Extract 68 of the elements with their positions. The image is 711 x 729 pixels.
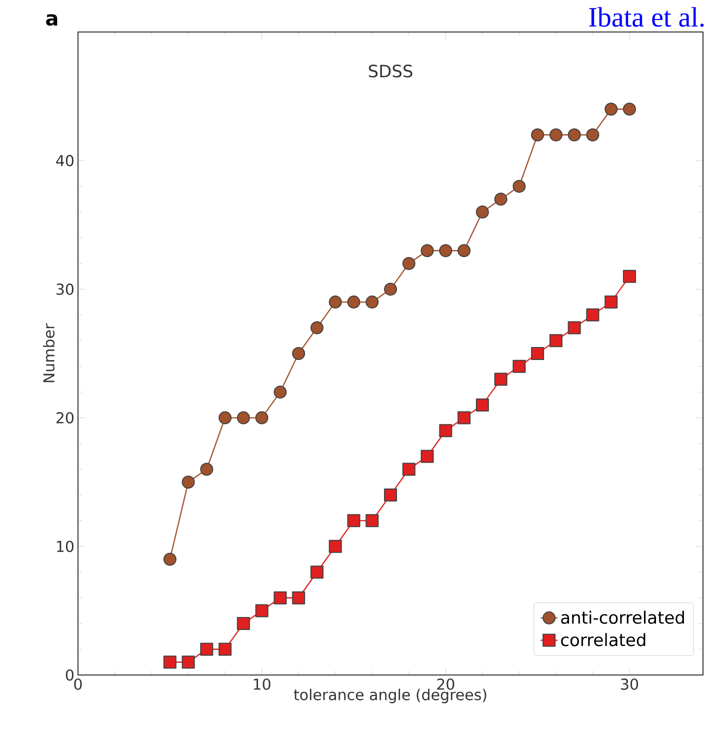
point [366, 296, 379, 309]
point [512, 180, 526, 193]
point [494, 372, 508, 386]
point [163, 656, 176, 669]
point [255, 411, 268, 424]
point [182, 656, 195, 669]
y-tick-label: 40 [56, 154, 74, 166]
point [163, 552, 176, 566]
point [384, 488, 398, 502]
point [622, 270, 636, 283]
y-tick-label: 30 [56, 284, 74, 295]
point [476, 206, 489, 219]
point [310, 321, 324, 334]
point [236, 617, 250, 630]
point [420, 450, 434, 463]
point [328, 540, 342, 553]
legend-label: anti-correlated [561, 610, 684, 624]
point [347, 296, 360, 309]
point [439, 244, 452, 258]
point [310, 566, 324, 579]
point [586, 128, 600, 142]
x-tick-label: 20 [437, 678, 454, 690]
point [494, 192, 508, 206]
point [549, 334, 562, 348]
point [402, 256, 416, 270]
point [274, 591, 287, 604]
point [531, 128, 544, 142]
point [458, 411, 471, 424]
point [200, 462, 214, 476]
text: SDSS [368, 64, 412, 78]
point [347, 514, 360, 528]
text: Ibata et al. [589, 7, 704, 27]
y-tick-label: 0 [66, 669, 74, 681]
y-tick-label: 20 [56, 412, 74, 424]
point [604, 296, 618, 309]
point [402, 462, 416, 476]
point [292, 346, 306, 360]
point [236, 411, 250, 424]
point [439, 424, 452, 438]
point [182, 476, 195, 489]
point [604, 102, 618, 116]
point [274, 386, 287, 399]
point [512, 360, 526, 373]
point [292, 591, 306, 604]
point [568, 321, 581, 334]
point [384, 282, 398, 296]
point [255, 604, 268, 618]
y-tick-label: 10 [57, 540, 74, 552]
point [531, 346, 544, 360]
point [328, 296, 342, 309]
point [218, 642, 232, 656]
point [549, 128, 562, 142]
legend-label: correlated [561, 633, 646, 646]
point [622, 102, 636, 116]
point [586, 308, 600, 322]
point [458, 244, 471, 258]
point [568, 128, 581, 142]
point [218, 411, 232, 424]
point [200, 642, 214, 656]
x-axis-title: tolerance angle (degrees) [294, 688, 486, 704]
y-axis-title: Number [42, 323, 55, 382]
x-tick-label: 0 [74, 678, 82, 690]
x-tick-label: 10 [254, 678, 270, 690]
point [366, 514, 379, 528]
x-tick-label: 30 [621, 678, 638, 690]
text: a [46, 14, 58, 26]
point [476, 398, 489, 412]
point [420, 244, 434, 258]
